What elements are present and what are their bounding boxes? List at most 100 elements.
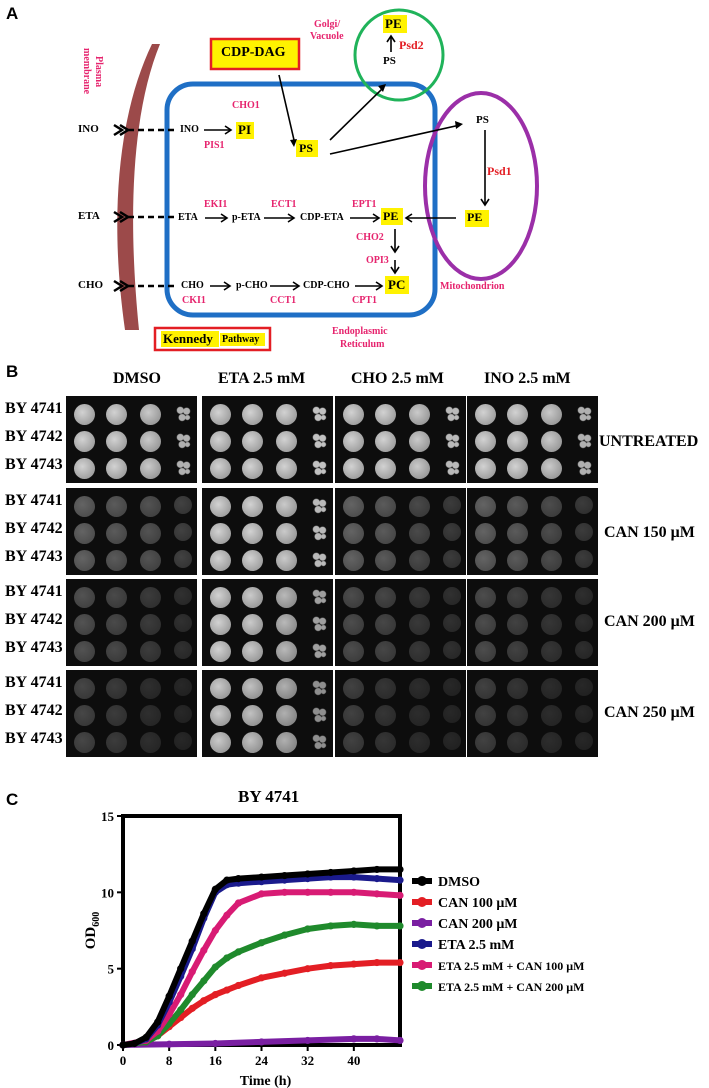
colony-spot [343, 614, 364, 635]
strain-label: BY 4742 [5, 611, 63, 628]
ept1-label: EPT1 [352, 199, 377, 210]
series-point [223, 911, 231, 919]
spot-plate [66, 396, 197, 483]
colony-spot [106, 496, 127, 517]
colony-spot [442, 732, 461, 750]
panel-a-diagram [113, 8, 539, 352]
colony-spot [140, 705, 161, 726]
colony-spot [106, 587, 127, 608]
colony-spot [210, 705, 231, 726]
colony-spot [475, 431, 496, 452]
colony-spot [442, 431, 461, 449]
series-point [234, 899, 243, 907]
colony-spot [74, 587, 95, 608]
colony-spot [409, 404, 430, 425]
colony-spot [242, 550, 263, 571]
colony-spot [507, 431, 528, 452]
series-point [223, 986, 231, 994]
colony-spot [106, 458, 127, 479]
series-point [257, 974, 266, 982]
series-point [188, 1004, 196, 1012]
colony-spot [409, 614, 430, 635]
colony-spot [242, 523, 263, 544]
cdp-dag-label: CDP-DAG [221, 45, 286, 60]
colony-spot [276, 641, 297, 662]
colony-spot [574, 458, 593, 476]
series-point [350, 867, 358, 875]
golgi-label-2: Vacuole [310, 31, 344, 42]
colony-spot [343, 523, 364, 544]
series-point [200, 977, 208, 985]
series-point [350, 1035, 358, 1043]
colony-spot [442, 550, 461, 568]
colony-spot [409, 431, 430, 452]
colony-spot [475, 523, 496, 544]
input-eta: ETA [78, 210, 100, 222]
colony-spot [140, 614, 161, 635]
col-header-cho: CHO 2.5 mM [351, 370, 444, 387]
colony-spot [507, 404, 528, 425]
colony-spot [343, 678, 364, 699]
colony-spot [343, 458, 364, 479]
colony-spot [574, 614, 593, 632]
series-point [396, 922, 404, 930]
colony-spot [173, 523, 192, 541]
strain-label: BY 4742 [5, 520, 63, 537]
colony-spot [574, 587, 593, 605]
colony-spot [173, 458, 192, 476]
pathway-label: Pathway [222, 334, 260, 345]
series-point [280, 871, 289, 880]
series-line [120, 1035, 403, 1048]
cct1-label: CCT1 [270, 295, 297, 306]
colony-spot [309, 705, 328, 723]
colony-spot [343, 732, 364, 753]
colony-spot [309, 496, 328, 514]
golgi-compartment [353, 8, 445, 102]
er-label-1: Endoplasmic [332, 326, 388, 337]
series-point [373, 865, 381, 874]
colony-spot [140, 732, 161, 753]
pi-label: PI [238, 122, 251, 137]
series-line [120, 889, 403, 1048]
spot-plate [335, 396, 466, 483]
legend-label: ETA 2.5 mM + CAN 200 μM [438, 980, 584, 994]
legend-marker [417, 939, 427, 949]
colony-spot [574, 641, 593, 659]
colony-spot [309, 614, 328, 632]
series-point [304, 925, 312, 933]
colony-spot [375, 614, 396, 635]
colony-spot [343, 431, 364, 452]
colony-spot [242, 458, 263, 479]
plasma-membrane [117, 44, 160, 330]
strain-label: BY 4742 [5, 702, 63, 719]
colony-spot [541, 404, 562, 425]
golgi-label-1: Golgi/ [314, 19, 341, 30]
y-tick-label: 0 [108, 1038, 115, 1053]
series-point [234, 874, 243, 883]
colony-spot [242, 732, 263, 753]
mito-ps-label: PS [476, 114, 489, 126]
colony-spot [242, 705, 263, 726]
series-point [304, 888, 312, 896]
y-axis-label-base: OD [83, 927, 99, 950]
series-point [327, 962, 335, 970]
series-point [373, 1035, 381, 1043]
panel-letter-b: B [6, 362, 19, 381]
colony-spot [106, 732, 127, 753]
series-point [350, 960, 358, 968]
x-tick-label: 24 [255, 1053, 269, 1068]
x-tick-label: 8 [166, 1053, 173, 1068]
colony-spot [343, 496, 364, 517]
series-point [304, 965, 312, 973]
colony-spot [74, 431, 95, 452]
colony-spot [106, 705, 127, 726]
series-point [304, 1036, 312, 1045]
spot-plate [467, 579, 598, 666]
x-tick-label: 16 [209, 1053, 223, 1068]
legend-marker [417, 876, 427, 886]
colony-spot [574, 705, 593, 723]
series-point [211, 1039, 219, 1048]
colony-spot [343, 550, 364, 571]
strain-label: BY 4741 [5, 583, 63, 600]
input-cho: CHO [78, 279, 104, 291]
